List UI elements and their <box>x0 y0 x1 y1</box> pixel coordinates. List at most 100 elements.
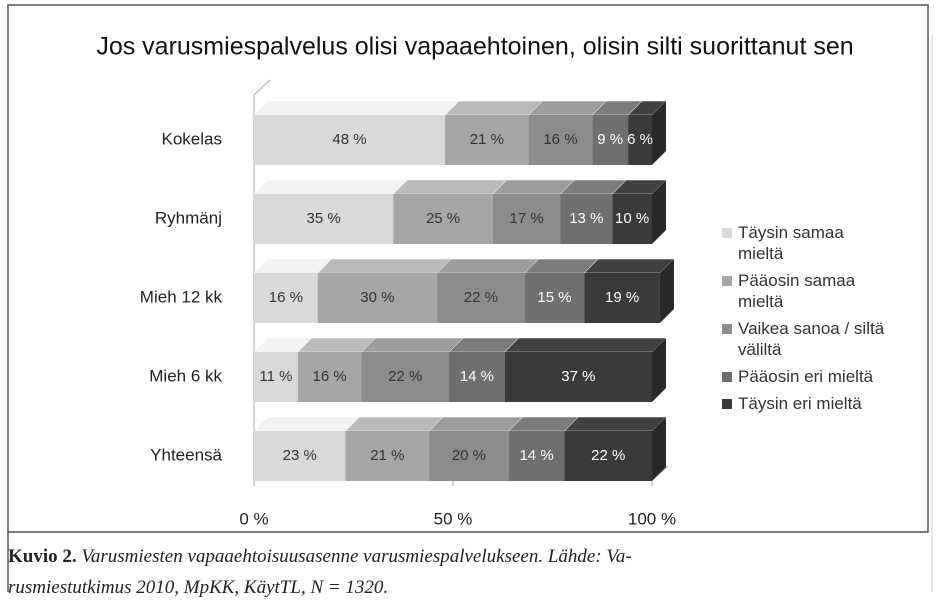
data-label: 21 % <box>470 131 504 148</box>
bar <box>492 194 561 244</box>
legend-swatch <box>722 276 732 286</box>
chart-title: Jos varusmiespalvelus olisi vapaaehtoine… <box>96 33 853 61</box>
data-label: 48 % <box>332 131 366 148</box>
legend-swatch <box>722 372 732 382</box>
bar <box>560 194 613 244</box>
legend-swatch <box>722 324 732 334</box>
data-label: 23 % <box>283 447 317 464</box>
legend-label: Vaikea sanoa / siltä väliltä <box>738 319 885 359</box>
legend-item: Täysin samaa mieltä <box>722 222 892 264</box>
data-label: 25 % <box>426 210 460 227</box>
bar-top <box>317 258 452 274</box>
bar-top <box>563 416 667 432</box>
bar <box>254 431 346 481</box>
data-label: 22 % <box>591 447 625 464</box>
legend-label: Pääosin samaa mieltä <box>738 271 856 311</box>
legend-swatch <box>722 399 732 409</box>
bar-side <box>652 180 666 244</box>
bar <box>449 352 505 402</box>
data-label: 37 % <box>561 368 595 385</box>
data-label: 17 % <box>510 210 544 227</box>
caption-text: Varusmiesten vapaaehtoisuusasenne varusm… <box>81 546 632 567</box>
bar <box>628 115 652 165</box>
bar <box>528 115 593 165</box>
bar <box>361 352 450 402</box>
x-tick-label: 100 % <box>628 509 676 528</box>
bar <box>317 273 438 323</box>
bar <box>524 273 585 323</box>
legend-label: Täysin samaa mieltä <box>738 223 844 263</box>
caption-label: Kuvio 2. <box>8 546 77 567</box>
bar-top <box>583 258 675 274</box>
legend-item: Vaikea sanoa / siltä väliltä <box>722 318 892 360</box>
bar <box>508 431 565 481</box>
bar-top <box>392 179 508 195</box>
bar <box>592 115 629 165</box>
bar <box>612 194 652 244</box>
bar-side <box>659 259 674 323</box>
data-label: 22 % <box>388 368 422 385</box>
bar <box>445 115 529 165</box>
bar <box>437 273 525 323</box>
bar-top <box>253 416 361 432</box>
x-tick-label: 50 % <box>434 509 473 528</box>
data-label: 16 % <box>543 131 577 148</box>
data-label: 35 % <box>307 210 341 227</box>
x-tick-label: 0 % <box>239 509 268 528</box>
bar-top <box>344 416 444 432</box>
bar-side <box>652 417 666 481</box>
y-tick-label: Mieh 12 kk <box>140 287 223 306</box>
bar <box>504 352 652 402</box>
data-label: 15 % <box>537 289 571 306</box>
bar <box>297 352 362 402</box>
y-tick-label: Kokelas <box>162 129 222 148</box>
data-label: 14 % <box>519 447 553 464</box>
data-label: 21 % <box>370 447 404 464</box>
data-label: 20 % <box>452 447 486 464</box>
bar <box>254 273 318 323</box>
legend-item: Pääosin samaa mieltä <box>722 270 892 312</box>
data-label: 14 % <box>460 368 494 385</box>
bar-top <box>360 337 464 353</box>
bar-top <box>428 416 524 432</box>
legend-label: Täysin eri mieltä <box>738 394 862 413</box>
caption-text: rusmiestutkimus 2010, MpKK, KäytTL, N = … <box>8 577 389 598</box>
bar-top <box>504 337 667 353</box>
data-label: 22 % <box>464 289 498 306</box>
data-label: 10 % <box>615 210 649 227</box>
bar-top <box>436 258 540 274</box>
bar-top <box>253 179 408 195</box>
data-label: 19 % <box>605 289 639 306</box>
bar-top <box>444 100 544 116</box>
bar-side <box>652 101 666 165</box>
y-tick-label: Ryhmänj <box>155 208 222 227</box>
bar <box>254 194 394 244</box>
y-tick-label: Yhteensä <box>150 445 222 464</box>
data-label: 6 % <box>627 131 653 148</box>
bar-top <box>253 100 460 116</box>
bar <box>584 273 660 323</box>
data-label: 9 % <box>597 131 623 148</box>
bar <box>345 431 430 481</box>
bar <box>564 431 652 481</box>
data-label: 13 % <box>569 210 603 227</box>
wall-line <box>253 79 271 96</box>
legend-item: Täysin eri mieltä <box>722 393 892 414</box>
bar <box>429 431 509 481</box>
bar <box>254 115 446 165</box>
data-label: 30 % <box>360 289 394 306</box>
bar-side <box>652 338 666 402</box>
bar <box>393 194 493 244</box>
legend-swatch <box>722 228 732 238</box>
legend-label: Pääosin eri mieltä <box>738 367 874 386</box>
bar <box>254 352 298 402</box>
y-tick-label: Mieh 6 kk <box>149 366 222 385</box>
chart-frame <box>7 4 929 533</box>
legend: Täysin samaa mieltä Pääosin samaa mieltä V… <box>722 222 892 420</box>
data-label: 16 % <box>313 368 347 385</box>
legend-item: Pääosin eri mieltä <box>722 366 892 387</box>
data-label: 16 % <box>269 289 303 306</box>
caption: Kuvio 2. Varusmiesten vapaaehtoisuusasen… <box>8 541 908 603</box>
